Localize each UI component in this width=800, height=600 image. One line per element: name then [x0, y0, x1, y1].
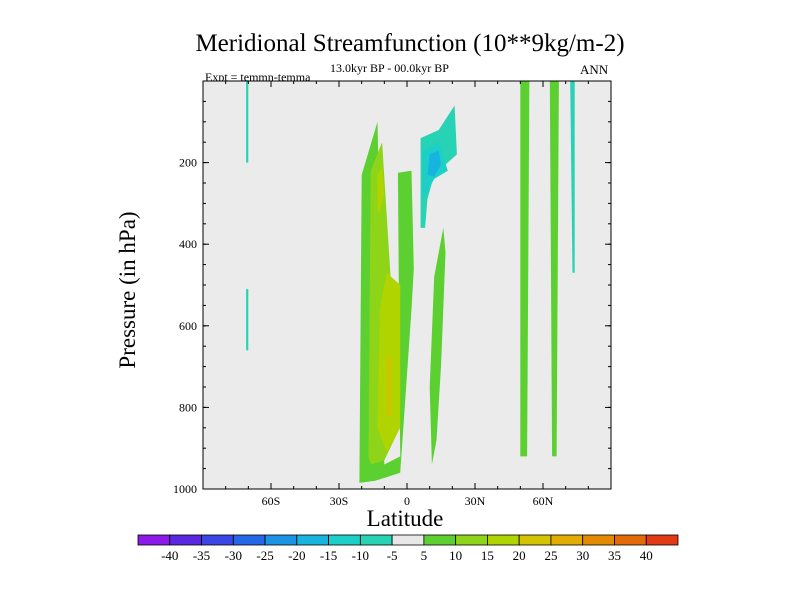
x-tick-label: 30S — [330, 494, 349, 508]
colorbar-label: 15 — [481, 548, 494, 563]
colorbar-label: 25 — [544, 548, 557, 563]
x-tick-label: 60S — [262, 494, 281, 508]
contour-region-4 — [386, 354, 392, 416]
colorbar-label: -10 — [352, 548, 369, 563]
contour-region-7 — [549, 81, 559, 457]
colorbar-box — [169, 534, 202, 546]
colorbar-box — [614, 534, 647, 546]
colorbar-label: -15 — [320, 548, 337, 563]
colorbar-box — [423, 534, 457, 546]
colorbar-box — [264, 534, 298, 546]
colorbar-box — [645, 534, 679, 546]
chart-subtitle: 13.0kyr BP - 00.0kyr BP — [330, 61, 449, 75]
chart-title: Meridional Streamfunction (10**9kg/m-2) — [195, 30, 625, 57]
colorbar-box — [328, 534, 361, 546]
contour-regions — [246, 81, 575, 483]
colorbar-box — [137, 534, 171, 546]
colorbar: -40 -35 -30 -25 -20 -15 -10 -5 5 10 15 20 25 30 35 40 — [137, 534, 679, 563]
colorbar-label: 35 — [608, 548, 621, 563]
colorbar-label: 5 — [421, 548, 428, 563]
colorbar-box — [455, 534, 488, 546]
colorbar-label: 10 — [449, 548, 462, 563]
season-label: ANN — [580, 62, 609, 77]
colorbar-box — [232, 534, 266, 546]
contour-region-11 — [246, 81, 249, 163]
colorbar-box — [201, 534, 234, 546]
x-axis-label: Latitude — [366, 506, 444, 531]
x-tick-label: 60N — [533, 494, 554, 508]
colorbar-label: -25 — [256, 548, 273, 563]
y-tick-label: 200 — [179, 156, 197, 170]
colorbar-box — [391, 534, 425, 546]
colorbar-label: -5 — [387, 548, 398, 563]
contour-region-5 — [429, 227, 446, 465]
contour-region-10 — [427, 150, 441, 177]
x-tick-label: 0 — [404, 494, 410, 508]
contour-region-3 — [377, 166, 385, 212]
colorbar-box — [296, 534, 329, 546]
colorbar-box — [359, 534, 393, 546]
axes: 60S 30S 0 30N 60N 200 400 600 800 1000 — [173, 80, 612, 508]
colorbar-label: 40 — [640, 548, 653, 563]
contour-region-13 — [570, 81, 575, 273]
x-tick-label: 30N — [465, 494, 486, 508]
colorbar-box — [550, 534, 584, 546]
colorbar-label: -40 — [161, 548, 178, 563]
colorbar-box — [487, 534, 520, 546]
y-tick-label: 1000 — [173, 482, 197, 496]
y-tick-label: 600 — [179, 319, 197, 333]
colorbar-box — [518, 534, 552, 546]
contour-region-6 — [520, 81, 530, 457]
colorbar-label: -35 — [193, 548, 210, 563]
y-tick-label: 400 — [179, 237, 197, 251]
colorbar-label: 20 — [513, 548, 526, 563]
y-tick-label: 800 — [179, 400, 197, 414]
contour-region-12 — [246, 289, 249, 351]
colorbar-label: -20 — [288, 548, 305, 563]
colorbar-label: 30 — [576, 548, 589, 563]
colorbar-label: -30 — [225, 548, 242, 563]
colorbar-box — [582, 534, 615, 546]
